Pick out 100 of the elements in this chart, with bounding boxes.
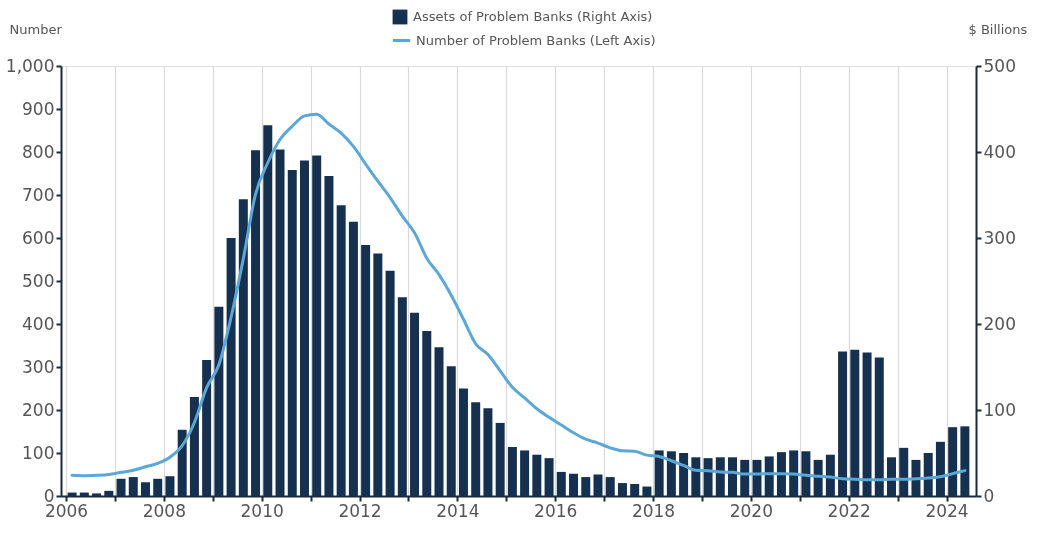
y-tick-label: 500 xyxy=(22,270,55,291)
y2-tick-label: 0 xyxy=(983,485,995,506)
bar xyxy=(312,155,322,496)
bar xyxy=(165,476,175,496)
bar xyxy=(116,478,126,496)
y-tick-label: 200 xyxy=(22,399,55,420)
bar xyxy=(385,270,395,496)
x-tick-label: 2022 xyxy=(827,500,871,521)
bar xyxy=(214,306,224,496)
y-tick-label: 700 xyxy=(22,184,55,205)
bar xyxy=(471,402,481,496)
bar xyxy=(226,238,236,496)
bar xyxy=(715,457,725,496)
x-tick-label: 2008 xyxy=(142,500,186,521)
x-tick-label: 2020 xyxy=(729,500,773,521)
x-tick-label: 2018 xyxy=(631,500,676,521)
bar xyxy=(373,253,383,496)
y2-tick-label: 300 xyxy=(983,227,1016,248)
bar xyxy=(569,473,579,496)
y2-tick-label: 200 xyxy=(983,313,1016,334)
y-tick-label: 800 xyxy=(22,141,55,162)
bar xyxy=(202,360,212,496)
bar xyxy=(495,422,505,496)
bar xyxy=(728,457,738,496)
y-tick-label: 100 xyxy=(22,442,55,463)
bar xyxy=(899,447,909,496)
x-tick-label: 2024 xyxy=(925,500,969,521)
bar xyxy=(483,408,493,496)
bar xyxy=(177,429,187,496)
bar xyxy=(446,366,456,496)
y-tick-label: 300 xyxy=(22,356,55,377)
bar xyxy=(275,149,285,496)
bar xyxy=(887,457,897,496)
bar xyxy=(838,351,848,496)
bar xyxy=(251,150,261,496)
bar xyxy=(238,199,248,496)
bar xyxy=(263,125,273,496)
bar xyxy=(666,451,676,496)
bar xyxy=(948,427,958,496)
bar xyxy=(324,176,334,496)
bar xyxy=(776,452,786,496)
bar xyxy=(703,458,713,496)
legend-label: Assets of Problem Banks (Right Axis) xyxy=(413,9,653,24)
bar xyxy=(458,388,468,496)
bar xyxy=(532,454,542,496)
bar xyxy=(299,160,309,496)
bar xyxy=(410,312,420,496)
line-series xyxy=(70,112,967,482)
x-tick-label: 2010 xyxy=(240,500,284,521)
bar xyxy=(801,451,811,496)
bar xyxy=(691,457,701,496)
bar xyxy=(556,471,566,496)
bar xyxy=(520,450,530,496)
bar xyxy=(911,459,921,496)
bar xyxy=(287,170,297,496)
bar xyxy=(361,244,371,496)
bar xyxy=(605,477,615,496)
x-tick-label: 2014 xyxy=(436,500,480,521)
bar xyxy=(850,349,860,496)
x-tick-label: 2012 xyxy=(338,500,382,521)
y2-tick-label: 400 xyxy=(983,141,1016,162)
y2-axis-title: $ Billions xyxy=(968,21,1028,37)
bar xyxy=(593,474,603,496)
legend-label: Number of Problem Banks (Left Axis) xyxy=(416,32,656,48)
bar xyxy=(679,453,689,496)
bar xyxy=(862,352,872,496)
bar xyxy=(336,205,346,496)
bar xyxy=(825,454,835,496)
y-tick-label: 900 xyxy=(22,98,55,119)
bar xyxy=(923,453,933,496)
bar xyxy=(434,347,444,496)
y-tick-label: 600 xyxy=(22,227,55,248)
bar xyxy=(128,477,138,496)
bar xyxy=(630,483,640,496)
bar xyxy=(153,478,163,496)
bar xyxy=(507,446,517,496)
y2-tick-label: 100 xyxy=(983,399,1016,420)
bar xyxy=(740,459,750,496)
y-tick-label: 1,000 xyxy=(5,55,55,76)
bar xyxy=(348,221,358,496)
bar xyxy=(104,490,114,496)
bar xyxy=(960,426,970,496)
bar xyxy=(617,483,627,496)
bar xyxy=(581,477,591,496)
bar xyxy=(789,450,799,496)
bar xyxy=(397,297,407,496)
bar xyxy=(642,486,652,496)
bar xyxy=(140,482,150,496)
bar xyxy=(189,397,199,496)
x-tick-label: 2016 xyxy=(534,500,578,521)
y2-tick-label: 500 xyxy=(983,55,1016,76)
bar xyxy=(764,456,774,496)
bar xyxy=(874,357,884,496)
bar xyxy=(544,458,554,496)
bar xyxy=(935,441,945,496)
bar xyxy=(422,330,432,496)
y-tick-label: 400 xyxy=(22,313,55,334)
bar xyxy=(92,493,102,496)
bar xyxy=(654,450,664,496)
y-axis-title: Number xyxy=(9,21,63,37)
